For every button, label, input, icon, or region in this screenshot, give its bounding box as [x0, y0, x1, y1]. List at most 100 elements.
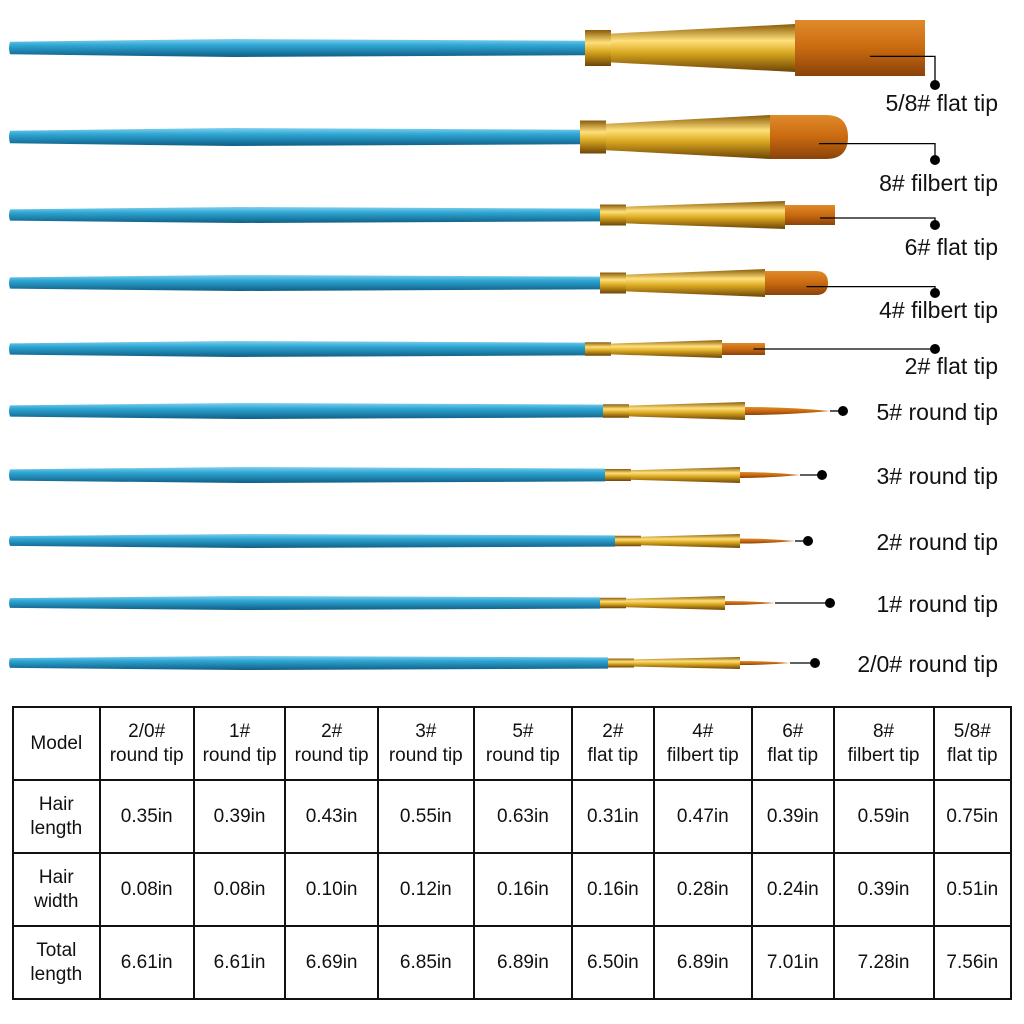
cell-text: 0.59in	[857, 805, 910, 827]
cell-text: length	[30, 817, 83, 839]
value-cell: 6.61in	[192, 925, 287, 1000]
pointer-dot	[930, 344, 940, 354]
value-cell: 0.63in	[472, 779, 574, 854]
table-row: Total length 6.61in 6.61in 6.69in 6.85in 6.89i…	[12, 925, 1013, 1000]
brush-ferrule-crimp	[600, 597, 626, 609]
value-cell: 7.28in	[832, 925, 935, 1000]
brush-ferrule	[606, 115, 770, 159]
cell-text: 1#	[229, 720, 251, 742]
pointer-dot	[838, 406, 848, 416]
brush-handle	[9, 341, 585, 357]
value-cell: 0.08in	[192, 852, 287, 927]
brush-label: 2# round tip	[876, 529, 998, 555]
cell-text: Hair	[38, 793, 74, 815]
header-cell: 2# flat tip	[571, 706, 655, 781]
brush-ferrule-crimp	[608, 658, 634, 668]
brush-hair	[770, 115, 848, 159]
cell-text: 0.47in	[676, 805, 729, 827]
value-cell: 0.47in	[652, 779, 754, 854]
brush-ferrule-crimp	[605, 469, 631, 481]
spec-table: Model 2/0# round tip 1# round tip 2# round tip…	[12, 706, 1013, 1000]
value-cell: 0.35in	[98, 779, 195, 854]
cell-text: 6.61in	[213, 951, 266, 973]
cell-text: 0.12in	[399, 878, 452, 900]
brush-handle	[9, 534, 615, 548]
header-cell: 5/8# flat tip	[932, 706, 1013, 781]
header-cell: 1# round tip	[192, 706, 287, 781]
cell-text: 7.56in	[946, 951, 999, 973]
header-cell: 5# round tip	[472, 706, 574, 781]
pointer-line	[819, 142, 936, 160]
pointer-dot	[825, 598, 835, 608]
value-cell: 6.69in	[284, 925, 379, 1000]
brush-ferrule	[611, 340, 722, 358]
cell-text: 3#	[415, 720, 437, 742]
cell-text: 0.43in	[305, 805, 358, 827]
brush-hair	[740, 472, 800, 478]
value-cell: 0.24in	[751, 852, 835, 927]
value-cell: 0.39in	[192, 779, 287, 854]
brush-hair	[785, 205, 835, 225]
header-cell: 4# filbert tip	[652, 706, 754, 781]
cell-text: flat tip	[767, 744, 819, 766]
pointer-dot	[810, 658, 820, 668]
brush-label: 4# filbert tip	[879, 297, 998, 323]
value-cell: 0.10in	[284, 852, 379, 927]
brush-label: 6# flat tip	[904, 234, 998, 260]
brush-ferrule-crimp	[580, 120, 606, 154]
cell-text: 6.61in	[120, 951, 173, 973]
brush-label: 2# flat tip	[904, 353, 998, 379]
brush-label: 3# round tip	[876, 463, 998, 489]
value-cell: 0.39in	[832, 852, 935, 927]
cell-text: 6.85in	[399, 951, 452, 973]
brush-10	[9, 656, 820, 670]
value-cell: 6.89in	[472, 925, 574, 1000]
pointer-dot	[930, 155, 940, 165]
cell-text: round tip	[109, 744, 184, 766]
value-cell: 6.61in	[98, 925, 195, 1000]
brush-label: 5/8# flat tip	[885, 90, 998, 116]
cell-text: 0.28in	[676, 878, 729, 900]
brush-hair	[765, 271, 828, 295]
pointer-dot	[803, 536, 813, 546]
cell-text: 2#	[602, 720, 624, 742]
brush-9	[9, 596, 835, 610]
cell-text: length	[30, 963, 83, 985]
brush-8	[9, 534, 813, 548]
value-cell: 7.56in	[932, 925, 1013, 1000]
pointer-line	[820, 217, 936, 225]
value-cell: 7.01in	[751, 925, 835, 1000]
cell-text: 8#	[872, 720, 895, 742]
value-cell: 0.16in	[571, 852, 655, 927]
brush-label: 5# round tip	[876, 399, 998, 425]
pointer-dot	[930, 288, 940, 298]
brush-4	[9, 269, 940, 298]
brush-ferrule	[626, 201, 785, 229]
header-cell-model: Model	[12, 706, 101, 781]
cell-text: 0.08in	[120, 878, 173, 900]
cell-text: 0.16in	[586, 878, 639, 900]
pointer-dot	[930, 220, 940, 230]
brush-ferrule	[626, 596, 725, 610]
cell-text: flat tip	[587, 744, 639, 766]
brush-ferrule	[634, 657, 740, 669]
brush-ferrule	[641, 534, 740, 548]
brush-handle	[9, 403, 603, 419]
brush-handle	[9, 128, 580, 146]
pointer-dot	[930, 80, 940, 90]
brush-ferrule	[611, 24, 795, 72]
cell-text: round tip	[388, 744, 463, 766]
cell-text: 5/8#	[953, 720, 991, 742]
cell-text: 0.39in	[857, 878, 910, 900]
brush-hair	[722, 343, 765, 355]
cell-text: 0.35in	[120, 805, 173, 827]
cell-text: 7.01in	[766, 951, 819, 973]
cell-text: 0.08in	[213, 878, 266, 900]
brush-label: 2/0# round tip	[857, 651, 998, 677]
value-cell: 0.12in	[376, 852, 475, 927]
brush-handle	[9, 39, 585, 57]
pointer-line	[870, 55, 936, 85]
brush-hair	[740, 661, 790, 665]
value-cell: 6.50in	[571, 925, 655, 1000]
brush-1	[9, 20, 940, 90]
